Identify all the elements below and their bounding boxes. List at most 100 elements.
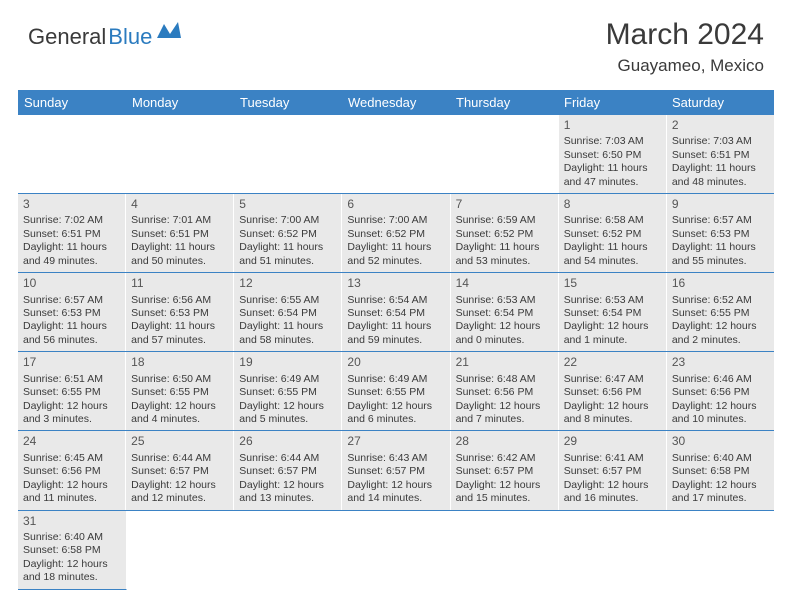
day-cell: 28Sunrise: 6:42 AMSunset: 6:57 PMDayligh…	[451, 431, 559, 509]
daylight-text: Daylight: 11 hours and 58 minutes.	[239, 320, 336, 347]
daylight-text: Daylight: 12 hours and 4 minutes.	[131, 400, 228, 427]
sunset-text: Sunset: 6:52 PM	[239, 228, 336, 241]
daylight-text: Daylight: 12 hours and 3 minutes.	[23, 400, 120, 427]
day-cell: 18Sunrise: 6:50 AMSunset: 6:55 PMDayligh…	[126, 352, 234, 430]
day-cell: 13Sunrise: 6:54 AMSunset: 6:54 PMDayligh…	[342, 273, 450, 351]
sunset-text: Sunset: 6:53 PM	[23, 307, 120, 320]
sunrise-text: Sunrise: 6:55 AM	[239, 294, 336, 307]
empty-cell	[126, 115, 234, 193]
day-cell: 6Sunrise: 7:00 AMSunset: 6:52 PMDaylight…	[342, 194, 450, 272]
day-header-cell: Friday	[558, 90, 666, 115]
day-cell: 11Sunrise: 6:56 AMSunset: 6:53 PMDayligh…	[126, 273, 234, 351]
day-cell: 5Sunrise: 7:00 AMSunset: 6:52 PMDaylight…	[234, 194, 342, 272]
daylight-text: Daylight: 12 hours and 10 minutes.	[672, 400, 769, 427]
day-number: 19	[239, 355, 336, 370]
day-cell: 14Sunrise: 6:53 AMSunset: 6:54 PMDayligh…	[451, 273, 559, 351]
daylight-text: Daylight: 12 hours and 17 minutes.	[672, 479, 769, 506]
daylight-text: Daylight: 12 hours and 13 minutes.	[239, 479, 336, 506]
daylight-text: Daylight: 12 hours and 12 minutes.	[131, 479, 228, 506]
empty-cell	[558, 511, 666, 590]
sunset-text: Sunset: 6:55 PM	[672, 307, 769, 320]
day-number: 21	[456, 355, 553, 370]
day-number: 12	[239, 276, 336, 291]
day-cell: 16Sunrise: 6:52 AMSunset: 6:55 PMDayligh…	[667, 273, 774, 351]
sunrise-text: Sunrise: 6:45 AM	[23, 452, 120, 465]
day-number: 10	[23, 276, 120, 291]
sunset-text: Sunset: 6:56 PM	[564, 386, 661, 399]
sunrise-text: Sunrise: 6:56 AM	[131, 294, 228, 307]
sunrise-text: Sunrise: 7:03 AM	[672, 135, 769, 148]
daylight-text: Daylight: 12 hours and 1 minute.	[564, 320, 661, 347]
daylight-text: Daylight: 12 hours and 6 minutes.	[347, 400, 444, 427]
sunset-text: Sunset: 6:53 PM	[672, 228, 769, 241]
sunset-text: Sunset: 6:58 PM	[23, 544, 121, 557]
sunrise-text: Sunrise: 7:00 AM	[239, 214, 336, 227]
day-number: 4	[131, 197, 228, 212]
day-cell: 20Sunrise: 6:49 AMSunset: 6:55 PMDayligh…	[342, 352, 450, 430]
day-number: 15	[564, 276, 661, 291]
sunrise-text: Sunrise: 6:46 AM	[672, 373, 769, 386]
calendar: SundayMondayTuesdayWednesdayThursdayFrid…	[18, 90, 774, 590]
sunset-text: Sunset: 6:54 PM	[564, 307, 661, 320]
day-number: 7	[456, 197, 553, 212]
sunset-text: Sunset: 6:57 PM	[564, 465, 661, 478]
day-number: 26	[239, 434, 336, 449]
day-cell: 22Sunrise: 6:47 AMSunset: 6:56 PMDayligh…	[559, 352, 667, 430]
sunset-text: Sunset: 6:55 PM	[131, 386, 228, 399]
day-number: 3	[23, 197, 120, 212]
day-cell: 2Sunrise: 7:03 AMSunset: 6:51 PMDaylight…	[667, 115, 774, 193]
sunset-text: Sunset: 6:52 PM	[564, 228, 661, 241]
empty-cell	[18, 115, 126, 193]
sunset-text: Sunset: 6:51 PM	[23, 228, 120, 241]
sunrise-text: Sunrise: 6:53 AM	[456, 294, 553, 307]
empty-cell	[666, 511, 774, 590]
sunrise-text: Sunrise: 6:49 AM	[239, 373, 336, 386]
logo-text-dark: General	[28, 24, 106, 50]
sunrise-text: Sunrise: 6:44 AM	[239, 452, 336, 465]
daylight-text: Daylight: 11 hours and 48 minutes.	[672, 162, 769, 189]
sunrise-text: Sunrise: 7:02 AM	[23, 214, 120, 227]
day-cell: 27Sunrise: 6:43 AMSunset: 6:57 PMDayligh…	[342, 431, 450, 509]
sunset-text: Sunset: 6:56 PM	[23, 465, 120, 478]
day-cell: 7Sunrise: 6:59 AMSunset: 6:52 PMDaylight…	[451, 194, 559, 272]
sunrise-text: Sunrise: 6:48 AM	[456, 373, 553, 386]
daylight-text: Daylight: 11 hours and 50 minutes.	[131, 241, 228, 268]
location: Guayameo, Mexico	[606, 56, 764, 76]
day-cell: 23Sunrise: 6:46 AMSunset: 6:56 PMDayligh…	[667, 352, 774, 430]
day-number: 28	[456, 434, 553, 449]
sunrise-text: Sunrise: 6:41 AM	[564, 452, 661, 465]
daylight-text: Daylight: 12 hours and 18 minutes.	[23, 558, 121, 585]
sunrise-text: Sunrise: 6:57 AM	[23, 294, 120, 307]
sunset-text: Sunset: 6:57 PM	[347, 465, 444, 478]
day-cell: 15 Sunrise: 6:53 AMSunset: 6:54 PMDayligh…	[559, 273, 667, 351]
daylight-text: Daylight: 12 hours and 2 minutes.	[672, 320, 769, 347]
day-header-cell: Wednesday	[342, 90, 450, 115]
sunset-text: Sunset: 6:50 PM	[564, 149, 661, 162]
title-block: March 2024 Guayameo, Mexico	[606, 18, 764, 76]
sunrise-text: Sunrise: 6:42 AM	[456, 452, 553, 465]
logo: General Blue	[28, 24, 182, 50]
day-header-cell: Thursday	[450, 90, 558, 115]
sunrise-text: Sunrise: 6:54 AM	[347, 294, 444, 307]
day-number: 20	[347, 355, 444, 370]
empty-cell	[342, 115, 450, 193]
sunset-text: Sunset: 6:55 PM	[23, 386, 120, 399]
day-number: 29	[564, 434, 661, 449]
sunrise-text: Sunrise: 7:03 AM	[564, 135, 661, 148]
sunrise-text: Sunrise: 6:53 AM	[564, 294, 661, 307]
day-header-cell: Sunday	[18, 90, 126, 115]
daylight-text: Daylight: 12 hours and 7 minutes.	[456, 400, 553, 427]
day-cell: 19Sunrise: 6:49 AMSunset: 6:55 PMDayligh…	[234, 352, 342, 430]
week-row: 24Sunrise: 6:45 AMSunset: 6:56 PMDayligh…	[18, 431, 774, 510]
day-number: 5	[239, 197, 336, 212]
day-cell: 10Sunrise: 6:57 AMSunset: 6:53 PMDayligh…	[18, 273, 126, 351]
day-header-cell: Tuesday	[234, 90, 342, 115]
sunrise-text: Sunrise: 6:40 AM	[23, 531, 121, 544]
week-row: 3 Sunrise: 7:02 AMSunset: 6:51 PM Daylight…	[18, 194, 774, 273]
daylight-text: Daylight: 12 hours and 8 minutes.	[564, 400, 661, 427]
daylight-text: Daylight: 11 hours and 54 minutes.	[564, 241, 661, 268]
daylight-text: Daylight: 12 hours and 0 minutes.	[456, 320, 553, 347]
sunset-text: Sunset: 6:55 PM	[347, 386, 444, 399]
daylight-text: Daylight: 12 hours and 14 minutes.	[347, 479, 444, 506]
daylight-text: Daylight: 11 hours and 57 minutes.	[131, 320, 228, 347]
